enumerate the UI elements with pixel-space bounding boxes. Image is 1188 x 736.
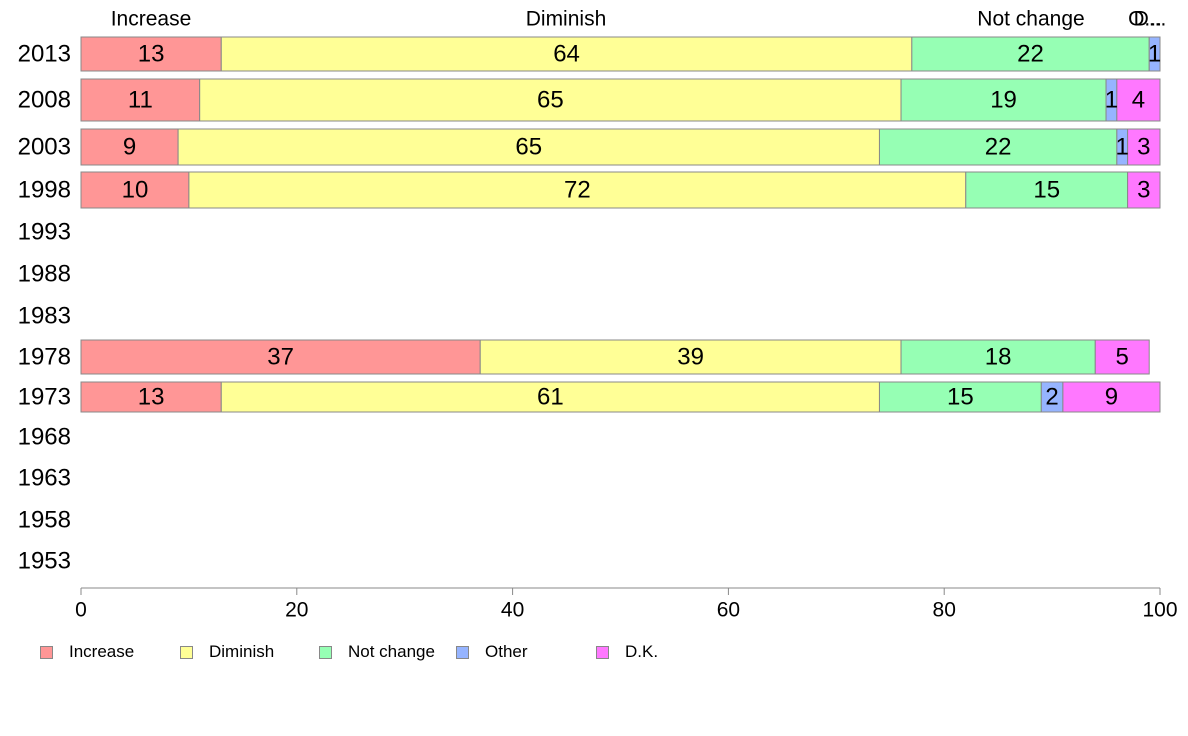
legend-swatch: [40, 645, 53, 659]
legend-item: Diminish: [180, 642, 274, 662]
y-tick-label: 1993: [18, 219, 71, 246]
bar-value-label: 18: [985, 344, 1012, 371]
bar-segment: [220, 36, 913, 72]
bar-segment: [479, 339, 902, 375]
bar-value-label: 3: [1137, 134, 1150, 161]
bar-value-label: 10: [122, 177, 149, 204]
legend-item: D.K.: [596, 642, 658, 662]
y-tick-label: 1978: [18, 344, 71, 371]
bar-segment: [900, 78, 1107, 122]
legend-swatch: [456, 645, 469, 659]
bar-value-label: 64: [553, 41, 580, 68]
bar-value-label: 65: [537, 87, 564, 114]
bar-value-labels: 13 64 22 111 65 19 1 49 65 22 1 310 72 15 337 39 18 513 61…: [122, 41, 1162, 411]
legend-swatch: [180, 645, 193, 659]
bar-segment: [80, 171, 190, 209]
bar-segment: [199, 78, 902, 122]
bar-value-label: 65: [515, 134, 542, 161]
bar-segment: [1062, 381, 1161, 413]
x-tick-label: 0: [75, 599, 87, 622]
bar-value-label: 15: [947, 384, 974, 411]
column-header-label: Not change: [977, 8, 1084, 31]
bar-value-label: 15: [1033, 177, 1060, 204]
x-tick-label: 60: [717, 599, 740, 622]
x-tick-label: 20: [285, 599, 308, 622]
bar-value-label: 19: [990, 87, 1017, 114]
bar-segment: [1148, 36, 1161, 72]
column-header-label: D...: [1134, 8, 1167, 31]
y-tick-label: 1988: [18, 261, 71, 288]
bar-value-label: 1: [1148, 41, 1161, 68]
bar-value-label: 13: [138, 384, 165, 411]
bar-value-label: 4: [1132, 87, 1145, 114]
y-tick-label: 2013: [18, 41, 71, 68]
y-tick-label: 1953: [18, 548, 71, 575]
x-axis: 0 20 40 60 80 100: [75, 587, 1178, 622]
bar-value-label: 5: [1116, 344, 1129, 371]
y-tick-label: 1983: [18, 303, 71, 330]
legend-label: Not change: [348, 642, 435, 661]
bar-segment: [80, 339, 481, 375]
column-header-label: Diminish: [526, 8, 607, 31]
y-tick-label: 1968: [18, 424, 71, 451]
y-tick-label: 1998: [18, 177, 71, 204]
legend-label: Other: [485, 642, 528, 661]
bar-segment: [1127, 171, 1161, 209]
bar-value-label: 22: [985, 134, 1012, 161]
y-tick-label: 2003: [18, 134, 71, 161]
bar-value-label: 37: [267, 344, 294, 371]
legend-item: Not change: [319, 642, 435, 662]
bar-segment: [878, 381, 1042, 413]
bar-value-label: 1: [1116, 134, 1129, 161]
y-axis-labels: 2013 2008 2003 1998 1993 1988 1983 1978 1973 1968…: [18, 41, 71, 575]
bar-value-label: 13: [138, 41, 165, 68]
legend-swatch: [596, 645, 609, 659]
bar-segment: [188, 171, 967, 209]
legend-item: Other: [456, 642, 528, 662]
legend-label: Diminish: [209, 642, 275, 661]
x-tick-label: 80: [933, 599, 956, 622]
bar-value-label: 11: [128, 87, 153, 114]
bar-segment: [1116, 78, 1161, 122]
bar-segment: [80, 78, 201, 122]
bar-value-label: 1: [1105, 87, 1118, 114]
bar-value-label: 3: [1137, 177, 1150, 204]
bar-segment: [900, 339, 1096, 375]
column-header-label: Increase: [111, 8, 192, 31]
bar-value-label: 22: [1017, 41, 1044, 68]
column-header-labels: Increase Diminish Not change O...D...: [111, 8, 1167, 31]
bar-value-label: 39: [677, 344, 704, 371]
bar-segment: [965, 171, 1129, 209]
bar-value-label: 61: [537, 384, 564, 411]
bar-value-label: 9: [1105, 384, 1118, 411]
y-tick-label: 1963: [18, 465, 71, 492]
x-tick-label: 100: [1142, 599, 1177, 622]
column-header-label: O...: [1128, 8, 1162, 31]
bar-value-label: 72: [564, 177, 591, 204]
bar-segment: [220, 381, 880, 413]
legend-item: Increase: [40, 642, 134, 662]
bar-segment: [177, 128, 880, 166]
bar-value-label: 9: [123, 134, 136, 161]
legend-swatch: [319, 645, 332, 659]
y-tick-label: 1973: [18, 384, 71, 411]
bar-segment: [1127, 128, 1161, 166]
bars: [80, 36, 1161, 413]
legend-label: Increase: [69, 642, 135, 661]
bar-value-label: 2: [1045, 384, 1058, 411]
bar-segment: [80, 381, 222, 413]
bar-segment: [1094, 339, 1150, 375]
y-tick-label: 1958: [18, 507, 71, 534]
legend-label: D.K.: [625, 642, 659, 661]
x-tick-label: 40: [501, 599, 524, 622]
y-tick-label: 2008: [18, 87, 71, 114]
